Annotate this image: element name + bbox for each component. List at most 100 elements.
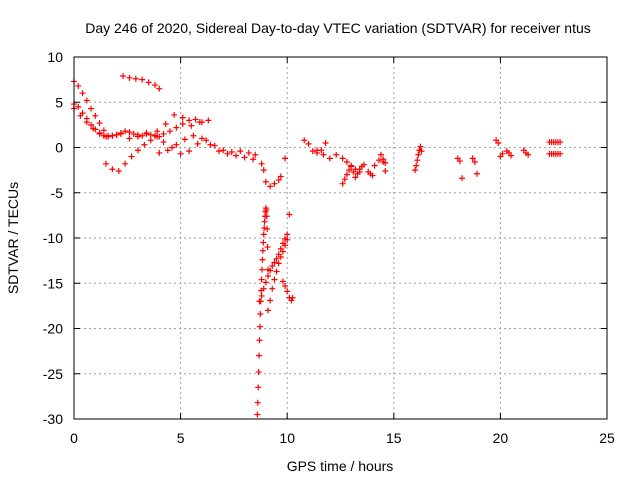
data-point: [284, 231, 291, 238]
series-arc23: [546, 150, 564, 157]
data-point: [343, 171, 350, 178]
data-point: [265, 307, 272, 314]
y-tick-label: -5: [51, 185, 64, 201]
x-tick-label: 15: [386, 430, 402, 446]
data-point: [495, 139, 502, 146]
data-point: [90, 125, 97, 132]
series-arc1: [71, 78, 163, 140]
data-point: [122, 160, 129, 167]
data-point: [254, 411, 261, 418]
data-point: [343, 158, 350, 165]
data-point: [134, 147, 141, 154]
data-point: [147, 131, 154, 138]
data-point: [375, 157, 382, 164]
data-point: [348, 162, 355, 169]
data-point: [215, 148, 222, 155]
series-arc16: [412, 143, 425, 174]
data-point: [188, 122, 195, 129]
data-point: [557, 150, 564, 157]
data-point: [413, 162, 420, 169]
data-point: [258, 160, 265, 167]
x-tick-label: 5: [177, 430, 185, 446]
data-point: [147, 137, 154, 144]
series-arc11: [314, 147, 340, 162]
grid: [74, 57, 607, 419]
data-point: [224, 150, 231, 157]
series-dip2: [256, 211, 293, 305]
data-point: [198, 135, 205, 142]
data-point: [152, 82, 159, 89]
data-point: [277, 173, 284, 180]
data-point: [259, 266, 266, 273]
data-point: [156, 149, 163, 156]
data-point: [173, 141, 180, 148]
chart-title: Day 246 of 2020, Sidereal Day-to-day VTE…: [85, 20, 591, 36]
data-point: [282, 282, 289, 289]
data-point: [177, 150, 184, 157]
data-point: [160, 130, 167, 137]
series-arc18: [469, 155, 480, 177]
data-point: [254, 399, 261, 406]
data-point: [356, 168, 363, 175]
data-point: [261, 218, 268, 225]
y-tick-label: -30: [43, 411, 63, 427]
data-point: [314, 147, 321, 154]
series-arc19: [493, 137, 506, 160]
y-tick-label: -20: [43, 321, 63, 337]
data-point: [77, 112, 84, 119]
data-point: [256, 352, 263, 359]
data-point: [139, 132, 146, 139]
data-point: [263, 213, 270, 220]
data-point: [152, 132, 159, 139]
data-point: [83, 97, 90, 104]
series-arc13: [339, 155, 363, 175]
data-point: [75, 103, 82, 110]
data-point: [269, 263, 276, 270]
data-point: [166, 128, 173, 135]
data-point: [100, 127, 107, 134]
data-point: [369, 172, 376, 179]
data-point: [181, 136, 188, 143]
data-point: [471, 158, 478, 165]
data-point: [233, 152, 240, 159]
data-point: [190, 132, 197, 139]
data-point: [186, 117, 193, 124]
data-point: [115, 168, 122, 175]
data-point: [256, 323, 263, 330]
x-tick-label: 10: [279, 430, 295, 446]
data-point: [203, 137, 210, 144]
data-point: [267, 297, 274, 304]
data-point: [169, 144, 176, 151]
data-point: [417, 143, 424, 150]
data-point: [382, 168, 389, 175]
data-point: [126, 135, 133, 142]
data-point: [261, 225, 268, 232]
data-point: [267, 183, 274, 190]
data-point: [109, 132, 116, 139]
series-arc8: [154, 111, 212, 135]
data-point: [211, 142, 218, 149]
data-point: [130, 130, 137, 137]
data-point: [258, 292, 265, 299]
data-point: [339, 180, 346, 187]
data-point: [160, 139, 167, 146]
data-point: [128, 153, 135, 160]
data-point: [259, 247, 266, 254]
data-point: [456, 158, 463, 165]
data-point: [264, 225, 271, 232]
data-point: [260, 285, 267, 292]
data-point: [256, 298, 263, 305]
data-point: [326, 155, 333, 162]
series-arc21: [520, 147, 532, 158]
data-point: [192, 116, 199, 123]
data-point: [259, 256, 266, 263]
data-point: [263, 206, 270, 213]
data-point: [279, 278, 286, 285]
data-point: [134, 133, 141, 140]
data-point: [275, 177, 282, 184]
series-dip3: [265, 236, 291, 314]
data-point: [88, 121, 95, 128]
data-point: [382, 159, 389, 166]
data-point: [371, 162, 378, 169]
series-arc4: [102, 116, 205, 175]
